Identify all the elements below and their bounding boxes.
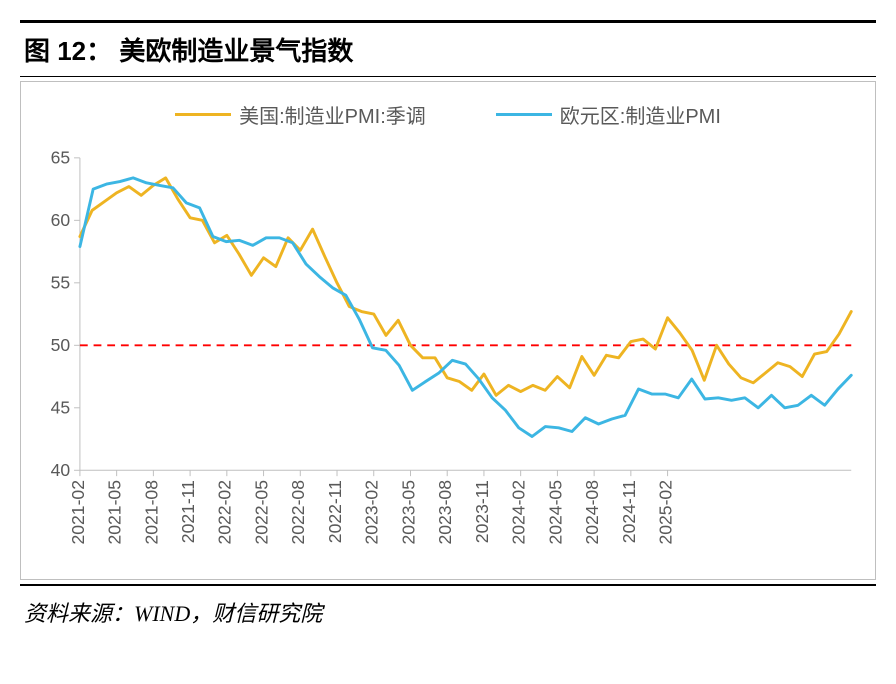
svg-text:55: 55 <box>51 273 71 293</box>
legend-item-eu: 欧元区:制造业PMI <box>496 100 721 129</box>
svg-text:2022-11: 2022-11 <box>325 480 345 543</box>
legend: 美国:制造业PMI:季调 欧元区:制造业PMI <box>35 100 861 129</box>
svg-text:2023-08: 2023-08 <box>435 480 455 544</box>
svg-text:2025-02: 2025-02 <box>655 480 675 544</box>
svg-text:2021-05: 2021-05 <box>105 480 125 545</box>
svg-text:2024-05: 2024-05 <box>545 480 565 545</box>
svg-text:40: 40 <box>51 460 71 480</box>
series-line-1 <box>80 178 851 437</box>
svg-text:2022-08: 2022-08 <box>288 480 308 544</box>
svg-text:50: 50 <box>51 335 71 355</box>
legend-label-us: 美国:制造业PMI:季调 <box>239 100 426 129</box>
chart-panel: 美国:制造业PMI:季调 欧元区:制造业PMI 40 45 50 55 60 65 2021… <box>20 81 876 580</box>
figure-title: 图 12： 美欧制造业景气指数 <box>24 36 353 66</box>
svg-text:2021-11: 2021-11 <box>178 480 198 543</box>
source-text: 资料来源：WIND，财信研究院 <box>24 601 322 626</box>
legend-swatch-us <box>175 113 231 116</box>
svg-text:2023-05: 2023-05 <box>398 480 418 545</box>
legend-label-eu: 欧元区:制造业PMI <box>560 100 721 129</box>
line-chart: 40 45 50 55 60 65 2021-02 2021-05 2021-08 2021-11… <box>35 147 861 569</box>
svg-text:2022-02: 2022-02 <box>215 480 235 544</box>
svg-text:2021-02: 2021-02 <box>68 480 88 544</box>
legend-swatch-eu <box>496 113 552 116</box>
svg-text:2022-05: 2022-05 <box>251 480 271 545</box>
svg-text:45: 45 <box>51 398 71 418</box>
svg-text:2024-08: 2024-08 <box>582 480 602 544</box>
svg-text:2024-11: 2024-11 <box>619 480 639 543</box>
svg-text:2021-08: 2021-08 <box>141 480 161 544</box>
figure-container: 图 12： 美欧制造业景气指数 美国:制造业PMI:季调 欧元区:制造业PMI … <box>20 20 876 628</box>
title-bar: 图 12： 美欧制造业景气指数 <box>20 20 876 77</box>
legend-item-us: 美国:制造业PMI:季调 <box>175 100 426 129</box>
svg-text:2023-11: 2023-11 <box>472 480 492 543</box>
svg-text:2023-02: 2023-02 <box>362 480 382 544</box>
svg-text:65: 65 <box>51 148 71 168</box>
svg-text:60: 60 <box>51 210 71 230</box>
svg-text:2024-02: 2024-02 <box>509 480 529 544</box>
footer-bar: 资料来源：WIND，财信研究院 <box>20 584 876 628</box>
